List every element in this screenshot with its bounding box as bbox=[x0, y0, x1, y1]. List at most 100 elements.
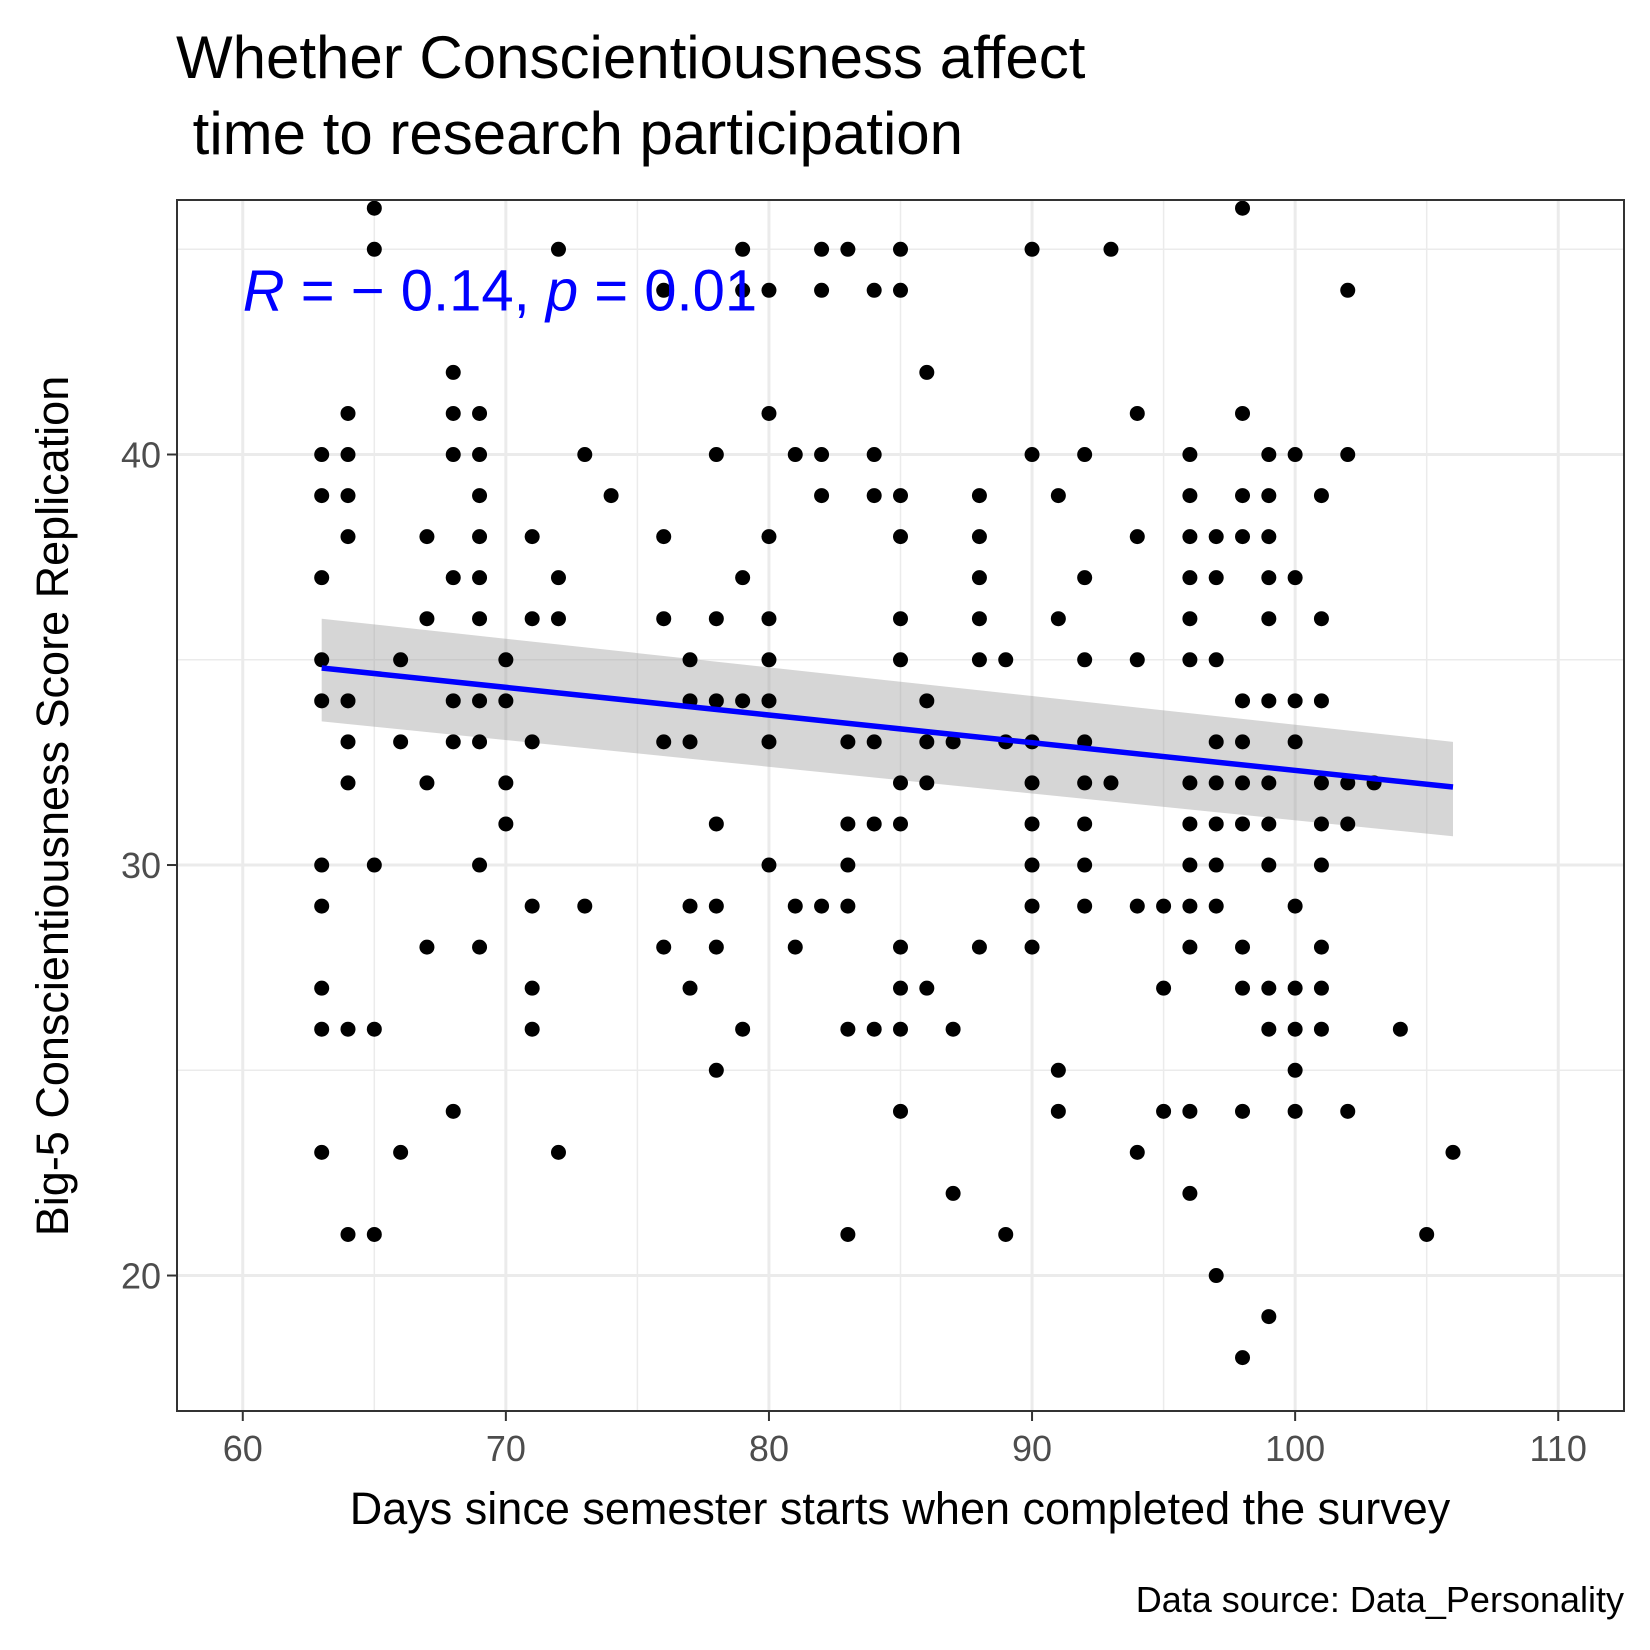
data-point bbox=[340, 405, 356, 421]
data-point bbox=[524, 734, 540, 750]
data-point bbox=[1077, 652, 1093, 668]
x-tick-label: 60 bbox=[223, 1428, 263, 1469]
data-point bbox=[893, 939, 908, 955]
data-point bbox=[314, 1144, 330, 1160]
data-point bbox=[1235, 939, 1251, 955]
data-point bbox=[1313, 980, 1329, 996]
data-point bbox=[340, 529, 356, 545]
data-point bbox=[1156, 1103, 1172, 1119]
data-point bbox=[1024, 775, 1040, 791]
data-point bbox=[472, 529, 488, 545]
data-point bbox=[840, 857, 856, 873]
data-point bbox=[445, 405, 461, 421]
data-point bbox=[314, 1021, 330, 1037]
x-axis-title: Days since semester starts when complete… bbox=[350, 1483, 1451, 1534]
data-point bbox=[1235, 734, 1251, 750]
correlation-annotation: R = − 0.14, p = 0.01 bbox=[243, 258, 757, 323]
data-point bbox=[656, 282, 672, 298]
data-point bbox=[498, 693, 514, 709]
data-point bbox=[1024, 447, 1040, 463]
data-point bbox=[866, 1021, 882, 1037]
data-point bbox=[1077, 447, 1093, 463]
data-point bbox=[1208, 857, 1224, 873]
data-point bbox=[1287, 1062, 1303, 1078]
data-point bbox=[971, 611, 987, 627]
data-point bbox=[314, 488, 330, 504]
data-point bbox=[472, 611, 488, 627]
data-point bbox=[340, 488, 356, 504]
data-point bbox=[340, 1021, 356, 1037]
data-point bbox=[472, 488, 488, 504]
data-point bbox=[840, 241, 856, 257]
data-point bbox=[1287, 980, 1303, 996]
data-point bbox=[1340, 447, 1356, 463]
data-point bbox=[366, 200, 382, 216]
data-point bbox=[866, 816, 882, 832]
chart-title-line-1: Whether Conscientiousness affect bbox=[176, 24, 1086, 91]
data-point bbox=[1261, 1021, 1277, 1037]
data-point bbox=[472, 405, 488, 421]
data-point bbox=[1129, 529, 1145, 545]
data-point bbox=[682, 980, 698, 996]
data-point bbox=[708, 447, 724, 463]
data-point bbox=[1103, 241, 1119, 257]
data-point bbox=[1208, 529, 1224, 545]
data-point bbox=[1129, 898, 1145, 914]
data-point bbox=[472, 570, 488, 586]
x-tick-label: 70 bbox=[486, 1428, 526, 1469]
data-point bbox=[866, 282, 882, 298]
major-gridlines bbox=[177, 200, 1624, 1411]
data-point bbox=[472, 939, 488, 955]
data-point bbox=[919, 693, 935, 709]
data-point bbox=[1287, 898, 1303, 914]
data-point bbox=[761, 693, 777, 709]
data-point bbox=[840, 816, 856, 832]
data-point bbox=[971, 529, 987, 545]
data-point bbox=[1313, 775, 1329, 791]
data-point bbox=[945, 734, 961, 750]
data-point bbox=[893, 816, 908, 832]
data-point bbox=[524, 1021, 540, 1037]
data-point bbox=[314, 652, 330, 668]
data-point bbox=[1077, 570, 1093, 586]
data-point bbox=[1182, 775, 1198, 791]
data-point bbox=[814, 488, 830, 504]
data-point bbox=[893, 282, 908, 298]
data-point bbox=[366, 857, 382, 873]
data-point bbox=[1235, 488, 1251, 504]
data-point bbox=[1182, 898, 1198, 914]
x-tick-label: 90 bbox=[1012, 1428, 1052, 1469]
data-point bbox=[1287, 1021, 1303, 1037]
y-tick-label: 40 bbox=[121, 435, 161, 476]
data-points bbox=[314, 200, 1461, 1366]
data-point bbox=[1261, 611, 1277, 627]
data-point bbox=[761, 611, 777, 627]
data-point bbox=[314, 447, 330, 463]
data-point bbox=[393, 1144, 409, 1160]
data-point bbox=[1313, 693, 1329, 709]
data-point bbox=[1392, 1021, 1408, 1037]
data-point bbox=[314, 980, 330, 996]
regression-line bbox=[321, 665, 1454, 790]
data-point bbox=[1287, 734, 1303, 750]
data-point bbox=[682, 652, 698, 668]
data-point bbox=[1024, 857, 1040, 873]
p-symbol: p bbox=[544, 258, 578, 323]
data-point bbox=[866, 447, 882, 463]
data-point bbox=[761, 857, 777, 873]
data-point bbox=[340, 1226, 356, 1242]
data-point bbox=[840, 1021, 856, 1037]
data-point bbox=[577, 898, 593, 914]
data-point bbox=[314, 693, 330, 709]
data-point bbox=[1050, 1103, 1066, 1119]
data-point bbox=[735, 570, 751, 586]
data-source-caption: Data source: Data_Personality bbox=[1136, 1579, 1624, 1620]
data-point bbox=[1208, 734, 1224, 750]
data-point bbox=[1182, 816, 1198, 832]
data-point bbox=[1235, 775, 1251, 791]
data-point bbox=[445, 734, 461, 750]
data-point bbox=[1261, 816, 1277, 832]
data-point bbox=[1235, 693, 1251, 709]
data-point bbox=[1182, 939, 1198, 955]
data-point bbox=[761, 282, 777, 298]
